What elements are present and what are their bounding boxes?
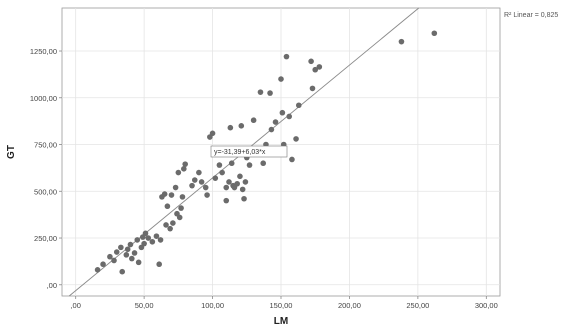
data-point: [119, 268, 126, 275]
data-point: [216, 162, 223, 168]
data-point: [157, 237, 164, 243]
x-tick-label: ,00: [70, 301, 80, 310]
x-tick-label: 100,00: [201, 301, 224, 310]
data-point: [129, 255, 135, 262]
x-tick-label: 50,00: [135, 301, 154, 310]
data-point: [398, 38, 405, 45]
y-tick-label: 750,00: [34, 141, 57, 150]
data-point: [223, 184, 230, 191]
data-point: [149, 238, 156, 245]
x-axis-ticks: ,00 50,00 100,00 150,00 200,00 250,00 300,00: [70, 296, 498, 310]
data-point: [246, 162, 253, 168]
data-point: [293, 136, 299, 142]
data-point: [168, 192, 175, 198]
data-point: [145, 235, 152, 241]
data-point: [267, 90, 273, 96]
data-point: [175, 169, 182, 176]
data-point: [182, 161, 188, 167]
data-point: [250, 117, 257, 124]
data-point: [242, 179, 249, 185]
data-point: [196, 169, 202, 176]
data-point: [278, 76, 284, 82]
equation-box: [210, 145, 288, 158]
data-point: [141, 240, 147, 247]
data-point: [239, 186, 246, 193]
data-point: [181, 166, 187, 172]
data-point: [153, 233, 160, 239]
y-tick-label: 1250,00: [30, 47, 57, 56]
x-tick-label: 150,00: [270, 301, 293, 310]
data-point: [238, 123, 245, 129]
data-point: [163, 222, 169, 228]
data-point: [286, 113, 293, 120]
data-point: [127, 241, 134, 248]
y-tick-label: ,00: [47, 281, 57, 290]
data-point: [170, 220, 176, 226]
data-point: [142, 230, 149, 237]
data-point: [431, 30, 438, 37]
x-axis-title: LM: [274, 316, 288, 327]
data-point: [227, 124, 234, 131]
data-point: [234, 180, 240, 187]
x-tick-label: 250,00: [406, 301, 429, 310]
data-point: [124, 246, 131, 253]
data-point: [219, 169, 225, 176]
data-point: [161, 191, 168, 197]
data-point: [241, 195, 247, 202]
data-point: [111, 257, 117, 264]
equation-label-box: y=-31,39+6,03*x: [210, 145, 288, 158]
x-tick-label: 300,00: [475, 301, 498, 310]
y-axis-title: GT: [6, 145, 17, 159]
data-point: [295, 102, 302, 109]
data-point: [268, 126, 275, 133]
y-tick-label: 250,00: [34, 234, 57, 243]
data-point: [135, 259, 142, 266]
data-point: [113, 249, 120, 255]
data-point: [156, 261, 162, 268]
data-point: [228, 160, 235, 167]
data-points: [94, 30, 438, 275]
data-point: [316, 64, 323, 70]
data-point: [260, 160, 267, 167]
gridlines: [62, 8, 500, 296]
data-point: [164, 203, 171, 210]
y-tick-label: 500,00: [34, 187, 57, 196]
data-point: [309, 85, 316, 92]
data-point: [257, 89, 264, 95]
data-point: [312, 66, 319, 73]
data-point: [100, 261, 106, 268]
y-axis-ticks: ,00 250,00 500,00 750,00 1000,00 1250,00: [30, 47, 62, 290]
data-point: [308, 58, 314, 65]
data-point: [178, 205, 184, 211]
r-squared-label: R² Linear = 0,825: [504, 12, 558, 19]
data-point: [212, 175, 219, 181]
data-point: [223, 197, 230, 204]
data-point: [226, 179, 232, 185]
fit-equation: y=-31,39+6,03*x: [214, 149, 266, 156]
data-point: [131, 250, 138, 256]
data-point: [176, 214, 183, 221]
data-point: [204, 192, 210, 198]
y-tick-label: 1000,00: [30, 94, 57, 103]
data-point: [189, 182, 195, 189]
data-point: [179, 194, 186, 200]
x-tick-label: 200,00: [338, 301, 361, 310]
data-point: [237, 173, 243, 180]
data-point: [283, 53, 290, 60]
data-point: [198, 179, 205, 185]
data-point: [289, 156, 295, 163]
data-point: [118, 244, 124, 251]
data-point: [94, 267, 101, 273]
data-point: [272, 119, 279, 125]
data-point: [134, 237, 141, 243]
data-point: [279, 109, 286, 116]
data-point: [167, 225, 173, 232]
data-point: [107, 253, 113, 260]
data-point: [191, 177, 198, 183]
data-point: [209, 130, 216, 137]
data-point: [172, 184, 179, 191]
data-point: [123, 252, 130, 258]
data-point: [202, 184, 209, 191]
